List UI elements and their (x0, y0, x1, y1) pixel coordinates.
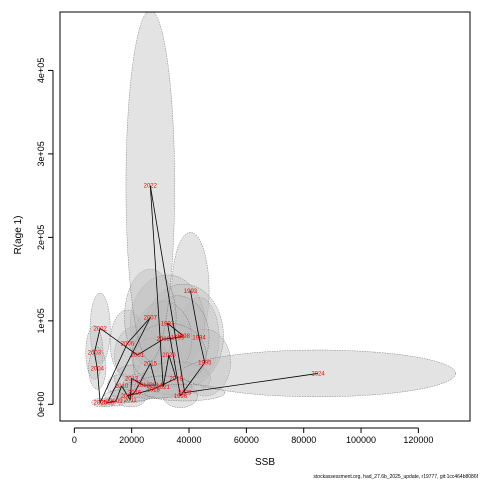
segment-2011-2012 (129, 378, 133, 401)
segment-2012-2013 (131, 378, 144, 386)
segment-2007-2008 (106, 317, 151, 403)
segment-2018-2019 (153, 378, 177, 390)
point-label-2013: 2013 (136, 383, 150, 389)
point-label-2016: 2016 (128, 391, 142, 397)
point-label-2003: 2003 (88, 351, 102, 357)
point-label-2018: 2018 (147, 387, 161, 393)
point-label-1994: 1994 (192, 336, 206, 342)
segment-2020-2021 (162, 354, 170, 387)
segment-1999-2000 (163, 337, 178, 340)
point-label-1995: 1995 (198, 361, 212, 367)
footnote: stockassessment.org, had_27.6b_2025_upda… (313, 474, 478, 480)
y-tick-label: 0e+00 (36, 392, 46, 417)
plot-area-frame (59, 11, 471, 422)
y-tick-label: 4e+05 (36, 58, 46, 83)
segment-2005-2006 (99, 343, 128, 403)
segment-2015-2016 (134, 363, 151, 393)
point-label-2011: 2011 (124, 398, 138, 404)
x-axis: 0 20000 40000 60000 80000 100000 120000 (72, 427, 433, 445)
y-axis: 0e+00 1e+05 2e+05 3e+05 4e+05 (36, 58, 54, 417)
x-tick-label: 80000 (291, 435, 316, 445)
segment-1994-1995 (198, 337, 206, 363)
point-label-2012: 2012 (125, 376, 139, 382)
segment-2000-2001 (137, 338, 164, 356)
segment-2017-2018 (127, 388, 154, 397)
ellipse-2007 (124, 268, 177, 367)
segment-2022-2023 (149, 185, 186, 393)
y-tick-label: 1e+05 (36, 308, 46, 333)
segment-2002-2003 (94, 328, 101, 353)
segment-1996-1997 (167, 323, 181, 397)
point-label-2000: 2000 (157, 337, 171, 343)
segment-2010-2011 (121, 385, 131, 401)
point-label-2005: 2005 (93, 401, 107, 407)
x-axis-title: SSB (255, 457, 275, 468)
point-label-1996: 1996 (174, 394, 188, 400)
x-tick-label: 20000 (119, 435, 144, 445)
point-label-1998: 1998 (177, 334, 191, 340)
point-label-1993: 1993 (184, 289, 198, 295)
point-label-2019: 2019 (169, 376, 183, 382)
x-tick-label: 100000 (346, 435, 376, 445)
segment-2019-2020 (168, 354, 177, 379)
segment-2009-2010 (115, 385, 123, 402)
point-label-2023: 2023 (178, 391, 192, 397)
segment-1993-1994 (190, 290, 200, 338)
x-tick-label: 0 (72, 435, 77, 445)
y-tick-label: 3e+05 (36, 141, 46, 166)
segment-1997-1998 (167, 323, 184, 337)
point-label-2024: 2024 (311, 371, 325, 377)
ellipse-2002 (89, 293, 111, 364)
point-label-2009: 2009 (109, 399, 123, 405)
segment-2023-2024 (184, 373, 319, 394)
segment-1998-1999 (177, 335, 184, 338)
y-tick-label: 2e+05 (36, 225, 46, 250)
segment-2001-2002 (99, 328, 138, 356)
segment-2003-2004 (94, 352, 98, 369)
point-label-2017: 2017 (121, 394, 135, 400)
segment-2014-2015 (149, 363, 157, 386)
point-label-1997: 1997 (161, 321, 175, 327)
segment-2008-2009 (107, 400, 116, 404)
y-axis-title: R(age 1) (13, 216, 24, 255)
x-tick-label: 40000 (177, 435, 202, 445)
point-label-2002: 2002 (93, 326, 107, 332)
point-label-2015: 2015 (144, 361, 158, 367)
point-label-2006: 2006 (121, 341, 135, 347)
x-tick-label: 120000 (403, 435, 433, 445)
point-label-2022: 2022 (144, 184, 158, 190)
point-label-2008: 2008 (101, 401, 115, 407)
point-label-2020: 2020 (162, 353, 176, 359)
point-label-1999: 1999 (171, 336, 185, 342)
point-label-2007: 2007 (144, 315, 158, 321)
point-label-2010: 2010 (115, 384, 129, 390)
confidence-ellipses (85, 12, 456, 408)
point-label-2021: 2021 (157, 385, 171, 391)
x-tick-label: 60000 (234, 435, 259, 445)
point-label-2004: 2004 (91, 366, 105, 372)
segment-2021-2022 (149, 185, 164, 387)
segment-2006-2007 (127, 317, 151, 344)
point-label-2014: 2014 (149, 383, 163, 389)
trajectory-lines (94, 185, 319, 404)
point-label-2001: 2001 (131, 353, 145, 359)
segment-2004-2005 (96, 368, 101, 403)
